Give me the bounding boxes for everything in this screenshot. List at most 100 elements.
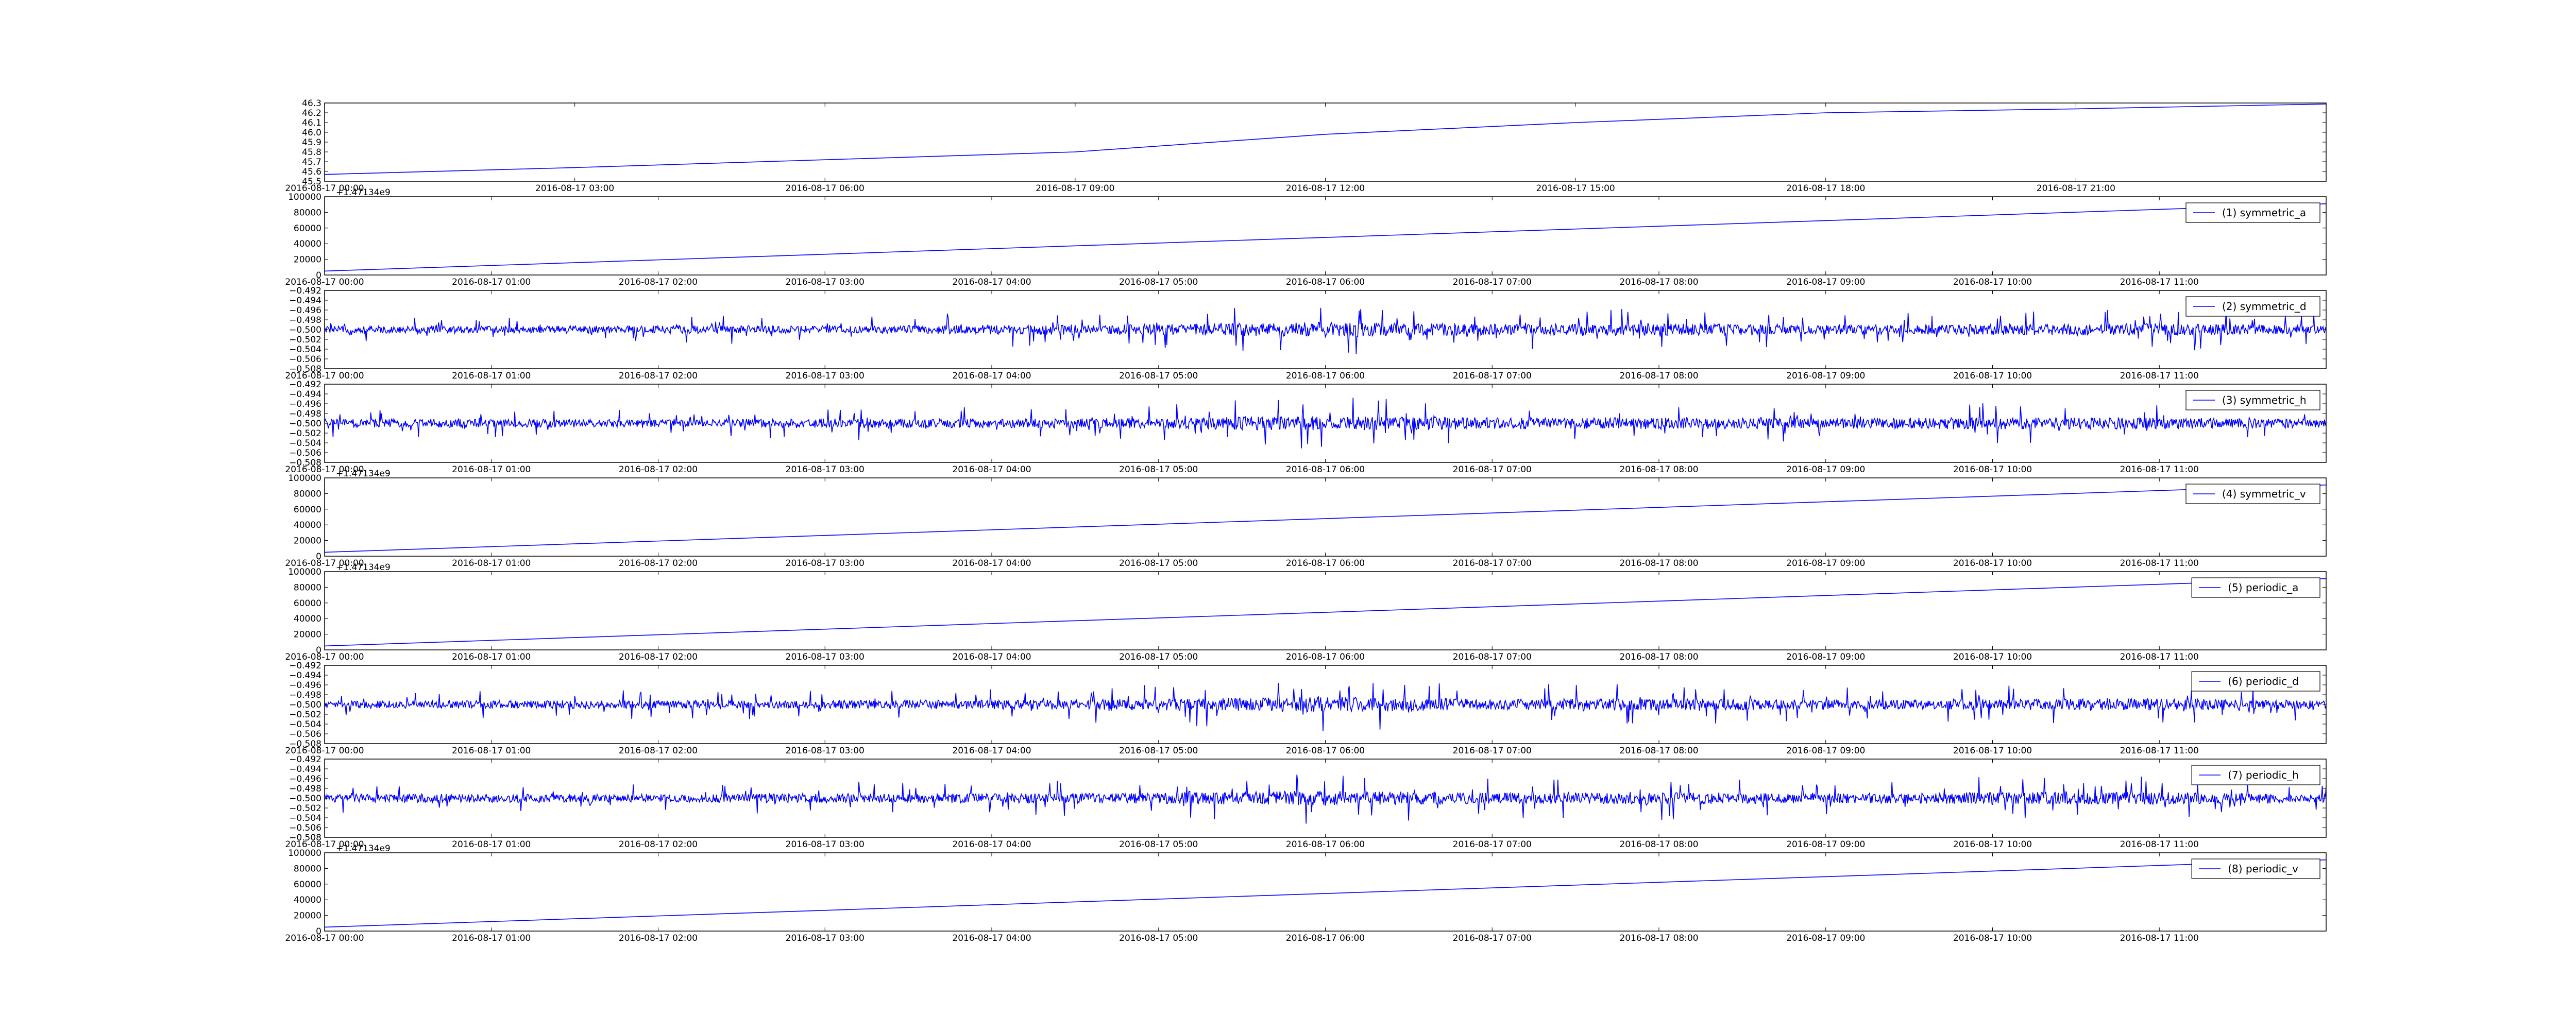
x-tick-label: 2016-08-17 06:00 [1286,465,1365,475]
x-tick-label: 2016-08-17 09:00 [1786,465,1865,475]
x-tick-label: 2016-08-17 09:00 [1786,652,1865,662]
x-tick-label: 2016-08-17 01:00 [452,652,531,662]
y-tick-label: 45.9 [302,137,321,148]
x-tick-label: 2016-08-17 00:00 [285,652,364,662]
series-line-5 [325,484,2326,553]
panel-5: 0 20000 40000 60000 80000 100000 2016-08-17 00… [285,469,2327,569]
y-tick-label: −0.498 [289,690,321,700]
x-tick-label: 2016-08-17 08:00 [1619,933,1698,943]
legend-7: (6) periodic_d [2191,671,2320,692]
x-tick-label: 2016-08-17 04:00 [952,933,1031,943]
y-tick-label: −0.506 [289,448,321,458]
x-tick-label: 2016-08-17 06:00 [1286,839,1365,850]
x-tick-label: 2016-08-17 12:00 [1286,183,1365,194]
x-tick-label: 2016-08-17 03:00 [535,183,614,194]
x-tick-label: 2016-08-17 02:00 [619,465,698,475]
x-tick-label: 2016-08-17 06:00 [1286,933,1365,943]
y-tick-label: 60000 [294,880,321,890]
x-tick-label: 2016-08-17 06:00 [786,183,865,194]
x-tick-label: 2016-08-17 08:00 [1619,371,1698,381]
y-tick-label: −0.494 [289,764,321,775]
y-tick-label: −0.508 [289,739,321,749]
legend-2: (1) symmetric_a [2185,202,2320,223]
x-tick-label: 2016-08-17 09:00 [1786,746,1865,756]
x-tick-label: 2016-08-17 11:00 [2120,277,2199,287]
x-tick-label: 2016-08-17 00:00 [285,277,364,287]
x-tick-label: 2016-08-17 09:00 [1786,839,1865,850]
x-tick-label: 2016-08-17 03:00 [786,652,865,662]
series-line-7 [325,683,2326,732]
x-tick-label: 2016-08-17 07:00 [1453,465,1532,475]
series-line-3 [325,307,2326,354]
x-tick-label: 2016-08-17 05:00 [1119,558,1198,569]
offset-text: +1.47134e9 [336,562,391,573]
panel-3: −0.508−0.506−0.504−0.502−0.500−0.498−0.4… [285,286,2327,381]
x-tick-label: 2016-08-17 04:00 [952,558,1031,569]
x-tick-label: 2016-08-17 10:00 [1953,652,2032,662]
y-tick-label: 60000 [294,598,321,609]
x-tick-label: 2016-08-17 10:00 [1953,933,2032,943]
legend-box [2191,858,2320,879]
y-tick-label: −0.504 [289,719,321,730]
x-tick-label: 2016-08-17 08:00 [1619,558,1698,569]
x-tick-label: 2016-08-17 01:00 [452,465,531,475]
y-tick-label: −0.508 [289,458,321,468]
x-tick-label: 2016-08-17 08:00 [1619,839,1698,850]
x-tick-label: 2016-08-17 15:00 [1536,183,1615,194]
y-tick-label: −0.508 [289,833,321,843]
x-tick-label: 2016-08-17 08:00 [1619,277,1698,287]
y-tick-label: −0.496 [289,399,321,409]
y-tick-label: 46.3 [302,98,321,109]
x-tick-label: 2016-08-17 01:00 [452,839,531,850]
x-tick-label: 2016-08-17 01:00 [452,371,531,381]
plot-frame-2 [324,196,2327,276]
panel-1: 45.545.645.745.845.946.046.146.246.3 2016… [285,98,2327,194]
series-line-8 [325,775,2326,824]
x-tick-label: 2016-08-17 04:00 [952,371,1031,381]
offset-text: +1.47134e9 [336,187,391,198]
y-tick-label: −0.500 [289,700,321,710]
y-tick-label: 20000 [294,911,321,921]
x-tick-label: 2016-08-17 00:00 [285,558,364,569]
x-tick-label: 2016-08-17 03:00 [786,839,865,850]
x-tick-label: 2016-08-17 11:00 [2120,465,2199,475]
panel-7: −0.508−0.506−0.504−0.502−0.500−0.498−0.4… [285,661,2327,756]
x-tick-label: 2016-08-17 00:00 [285,746,364,756]
y-tick-label: −0.492 [289,380,321,390]
y-tick-label: 0 [316,645,321,656]
y-tick-label: 40000 [294,895,321,905]
legend-label: (1) symmetric_a [2222,207,2306,219]
y-tick-label: 20000 [294,630,321,640]
y-tick-label: 0 [316,270,321,281]
x-tick-label: 2016-08-17 00:00 [285,183,364,194]
y-tick-label: 100000 [288,848,321,858]
x-tick-label: 2016-08-17 09:00 [1786,933,1865,943]
x-tick-label: 2016-08-17 05:00 [1119,746,1198,756]
x-tick-label: 2016-08-17 06:00 [1286,277,1365,287]
legend-6: (5) periodic_a [2191,577,2320,598]
x-tick-label: 2016-08-17 08:00 [1619,652,1698,662]
y-tick-label: −0.496 [289,680,321,691]
y-tick-label: −0.492 [289,754,321,765]
x-tick-label: 2016-08-17 10:00 [1953,277,2032,287]
x-tick-label: 2016-08-17 11:00 [2120,558,2199,569]
y-tick-label: −0.494 [289,670,321,681]
y-tick-label: 45.5 [302,177,321,187]
y-tick-label: −0.506 [289,823,321,833]
y-tick-label: −0.496 [289,774,321,784]
y-tick-label: 46.1 [302,118,321,128]
series-line-4 [325,398,2326,449]
x-tick-label: 2016-08-17 03:00 [786,277,865,287]
series-line-2 [325,203,2326,272]
y-tick-label: 80000 [294,208,321,218]
legend-4: (3) symmetric_h [2185,390,2320,410]
legend-5: (4) symmetric_v [2185,484,2320,504]
y-tick-label: −0.506 [289,729,321,739]
legend-3: (2) symmetric_d [2185,296,2320,317]
x-tick-label: 2016-08-17 03:00 [786,746,865,756]
y-tick-label: −0.494 [289,296,321,306]
y-tick-label: 60000 [294,223,321,234]
x-tick-label: 2016-08-17 10:00 [1953,839,2032,850]
y-tick-label: −0.492 [289,286,321,296]
